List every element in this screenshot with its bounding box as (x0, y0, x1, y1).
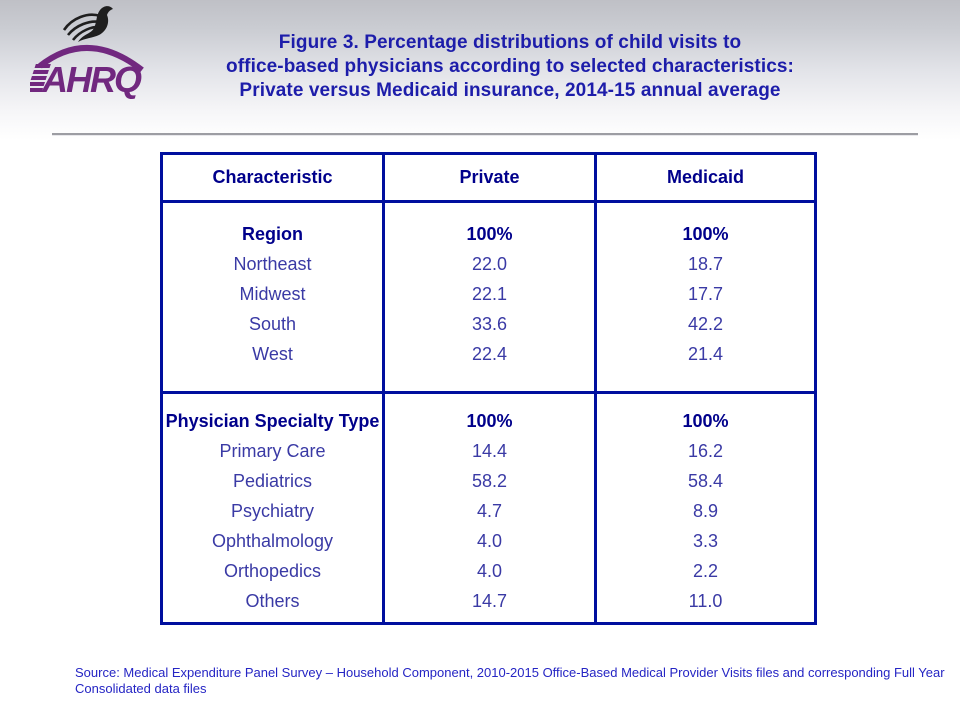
data-table: Characteristic Private Medicaid Region N… (160, 152, 817, 625)
value-cell: 21.4 (687, 344, 724, 364)
value-cell: 58.4 (687, 471, 724, 491)
value-cell: 42.2 (687, 314, 724, 334)
ahrq-swoosh-arc (38, 44, 144, 73)
value-cell: 17.7 (687, 284, 724, 304)
header-divider (52, 133, 918, 136)
specialty-medicaid-cell: 100% 16.2 58.4 8.9 3.3 2.2 11.0 (597, 394, 814, 622)
row-label: West (252, 344, 293, 364)
figure-title-line3: Private versus Medicaid insurance, 2014-… (239, 80, 781, 101)
row-label: Orthopedics (223, 561, 322, 581)
value-cell: 4.0 (476, 531, 503, 551)
row-label: Region (242, 224, 303, 244)
row-label: Midwest (239, 284, 306, 304)
figure-title: Figure 3. Percentage distributions of ch… (160, 31, 860, 103)
value-cell: 14.4 (471, 441, 508, 461)
ahrq-speed-stripes (30, 64, 51, 92)
ahrq-logo-graphic: AHRQ (30, 6, 144, 100)
row-label: Physician Specialty Type (165, 411, 380, 431)
value-cell: 2.2 (692, 561, 719, 581)
source-note-line2: Consolidated data files (75, 681, 207, 696)
value-cell: 58.2 (471, 471, 508, 491)
value-cell: 3.3 (692, 531, 719, 551)
row-label: South (248, 314, 297, 334)
value-cell: 14.7 (471, 591, 508, 611)
figure-title-line2: office-based physicians according to sel… (226, 56, 794, 77)
row-label: Pediatrics (232, 471, 313, 491)
header-cell-medicaid: Medicaid (597, 155, 814, 200)
specialty-labels-cell: Physician Specialty Type Primary Care Pe… (163, 394, 382, 622)
value-cell: 8.9 (692, 501, 719, 521)
value-cell: 100% (466, 224, 513, 244)
ahrq-wordmark: AHRQ (41, 59, 142, 100)
row-label: Psychiatry (230, 501, 315, 521)
value-cell: 11.0 (688, 591, 723, 611)
ahrq-logo: AHRQ (30, 2, 155, 102)
value-cell: 22.4 (471, 344, 508, 364)
value-cell: 100% (466, 411, 513, 431)
region-labels-cell: Region Northeast Midwest South West (163, 203, 382, 391)
value-cell: 4.0 (476, 561, 503, 581)
value-cell: 22.0 (471, 254, 508, 274)
value-cell: 22.1 (471, 284, 508, 304)
source-note-line1: Source: Medical Expenditure Panel Survey… (75, 665, 945, 680)
row-label: Others (245, 591, 300, 611)
row-label: Ophthalmology (211, 531, 334, 551)
specialty-private-cell: 100% 14.4 58.2 4.7 4.0 4.0 14.7 (385, 394, 594, 622)
value-cell: 100% (682, 411, 729, 431)
value-cell: 4.7 (476, 501, 503, 521)
region-private-cell: 100% 22.0 22.1 33.6 22.4 (385, 203, 594, 391)
value-cell: 33.6 (471, 314, 508, 334)
value-cell: 100% (682, 224, 729, 244)
value-cell: 18.7 (687, 254, 724, 274)
value-cell: 16.2 (687, 441, 724, 461)
row-label: Northeast (233, 254, 312, 274)
header-cell-private: Private (385, 155, 594, 200)
header-cell-characteristic: Characteristic (163, 155, 382, 200)
source-note: Source: Medical Expenditure Panel Survey… (75, 665, 947, 697)
hhs-eagle-icon (62, 6, 113, 42)
region-medicaid-cell: 100% 18.7 17.7 42.2 21.4 (597, 203, 814, 391)
row-label: Primary Care (219, 441, 326, 461)
figure-title-line1: Figure 3. Percentage distributions of ch… (278, 32, 742, 53)
